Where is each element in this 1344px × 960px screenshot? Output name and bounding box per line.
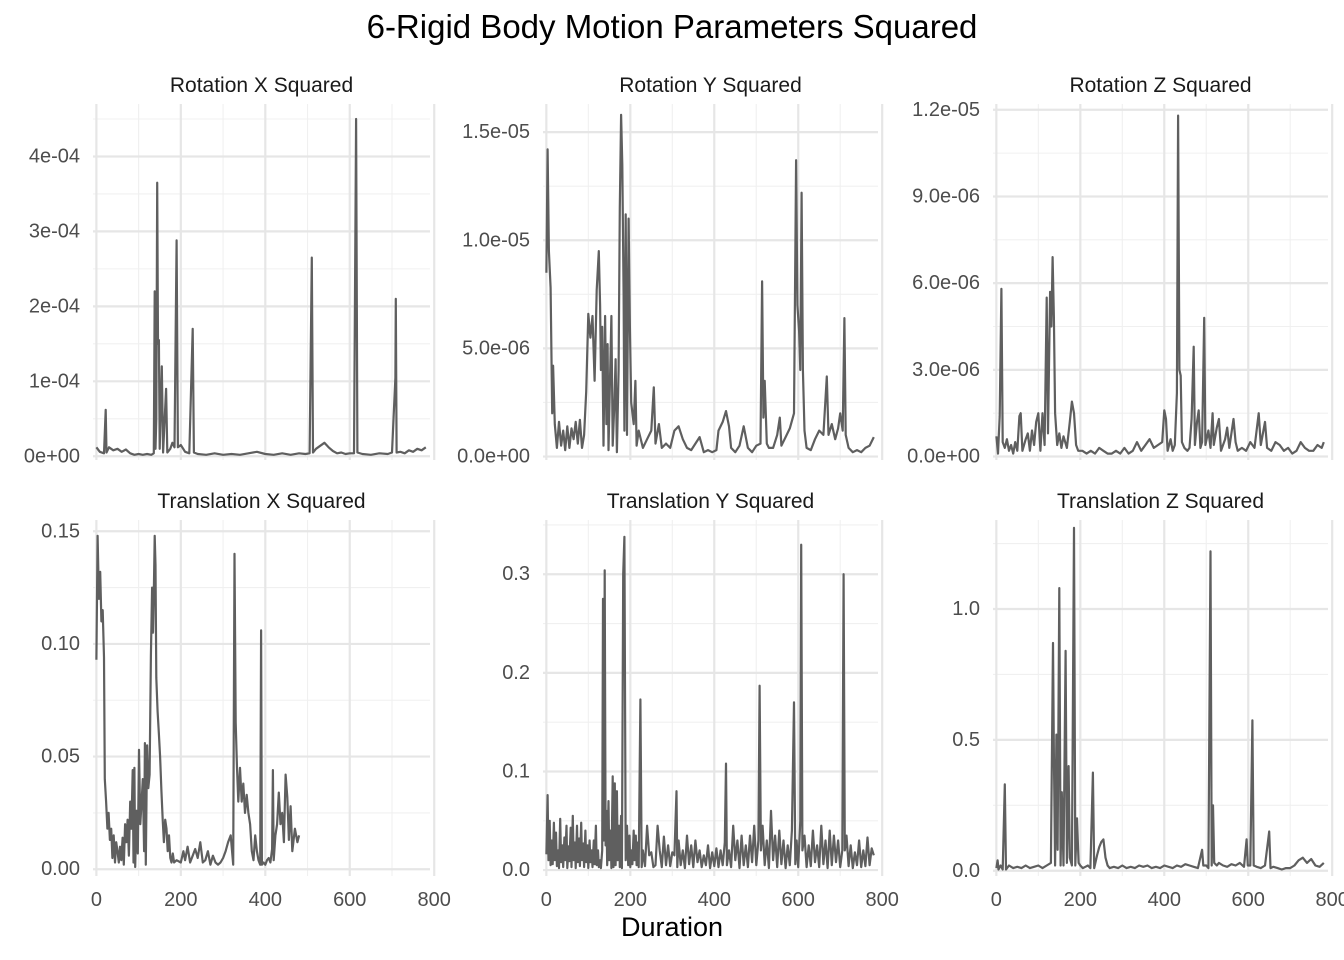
- y-tick-label: 0.0: [502, 859, 530, 881]
- y-tick-label: 0.1: [502, 760, 530, 782]
- series-line: [995, 526, 1325, 871]
- x-tick-label: 600: [1232, 889, 1265, 911]
- x-tick-label: 800: [1316, 889, 1344, 911]
- series-line: [95, 534, 301, 869]
- facet-panel-4: Translation X Squared 0.00 0.05 0.10 0.15 0 20…: [41, 490, 451, 911]
- y-tick-label: 0.00: [41, 858, 80, 880]
- x-tick-label: 0: [91, 889, 102, 911]
- x-axis-label: Duration: [620, 912, 724, 942]
- facet-title: Translation Z Squared: [1057, 490, 1264, 513]
- x-tick-label: 800: [418, 889, 451, 911]
- facet-panel-3: Rotation Z Squared 0.0e+00 3.0e-06 6.0e-06 9…: [907, 74, 1334, 468]
- y-tick-label: 3e-04: [29, 220, 80, 242]
- facet-title: Rotation Y Squared: [619, 74, 802, 97]
- y-tick-label: 0.0: [952, 860, 980, 882]
- y-tick-label: 0.3: [502, 563, 530, 585]
- facet-panel-1: Rotation X Squared 0e+00 1e-04 2e-04 3e-04 4e…: [24, 74, 436, 467]
- y-tick-label: 0e+00: [24, 445, 80, 467]
- facet-title: Translation Y Squared: [607, 490, 814, 513]
- y-tick-label: 0.5: [952, 729, 980, 751]
- y-tick-label: 5.0e-06: [462, 337, 530, 359]
- y-tick-label: 1.5e-05: [462, 121, 530, 143]
- facet-title: Translation X Squared: [157, 490, 365, 513]
- facet-panel-2: Rotation Y Squared 0.0e+00 5.0e-06 1.0e-05 1…: [457, 74, 884, 468]
- figure-title: 6-Rigid Body Motion Parameters Squared: [366, 8, 978, 45]
- y-tick-label: 6.0e-06: [912, 272, 980, 294]
- y-tick-label: 1.0: [952, 598, 980, 620]
- facet-panel-6: Translation Z Squared 0.0 0.5 1.0 0 200 400 600…: [952, 490, 1344, 911]
- x-tick-label: 200: [1064, 889, 1097, 911]
- facet-panel-5: Translation Y Squared 0.0 0.1 0.2 0.3 0 200 400…: [502, 490, 899, 911]
- x-tick-label: 200: [164, 889, 197, 911]
- x-tick-label: 400: [1148, 889, 1181, 911]
- series-line: [545, 113, 875, 454]
- x-tick-label: 200: [614, 889, 647, 911]
- x-tick-label: 400: [698, 889, 731, 911]
- y-tick-label: 0.0e+00: [907, 446, 980, 468]
- x-tick-label: 600: [782, 889, 815, 911]
- y-tick-label: 9.0e-06: [912, 185, 980, 207]
- series-line: [995, 114, 1325, 455]
- x-tick-label: 800: [866, 889, 899, 911]
- y-tick-label: 2e-04: [29, 295, 80, 317]
- y-tick-label: 1.2e-05: [912, 99, 980, 121]
- y-tick-label: 0.2: [502, 662, 530, 684]
- y-tick-label: 1.0e-05: [462, 229, 530, 251]
- series-line: [545, 535, 875, 870]
- x-tick-label: 0: [541, 889, 552, 911]
- x-tick-label: 0: [991, 889, 1002, 911]
- facet-title: Rotation X Squared: [170, 74, 353, 97]
- y-tick-label: 4e-04: [29, 145, 80, 167]
- facet-title: Rotation Z Squared: [1069, 74, 1251, 97]
- y-tick-label: 0.10: [41, 633, 80, 655]
- y-tick-label: 0.05: [41, 746, 80, 768]
- y-tick-label: 1e-04: [29, 370, 80, 392]
- x-tick-label: 400: [249, 889, 282, 911]
- series-line: [95, 117, 427, 456]
- x-tick-label: 600: [333, 889, 366, 911]
- y-tick-label: 3.0e-06: [912, 359, 980, 381]
- y-tick-label: 0.0e+00: [457, 446, 530, 468]
- y-tick-label: 0.15: [41, 520, 80, 542]
